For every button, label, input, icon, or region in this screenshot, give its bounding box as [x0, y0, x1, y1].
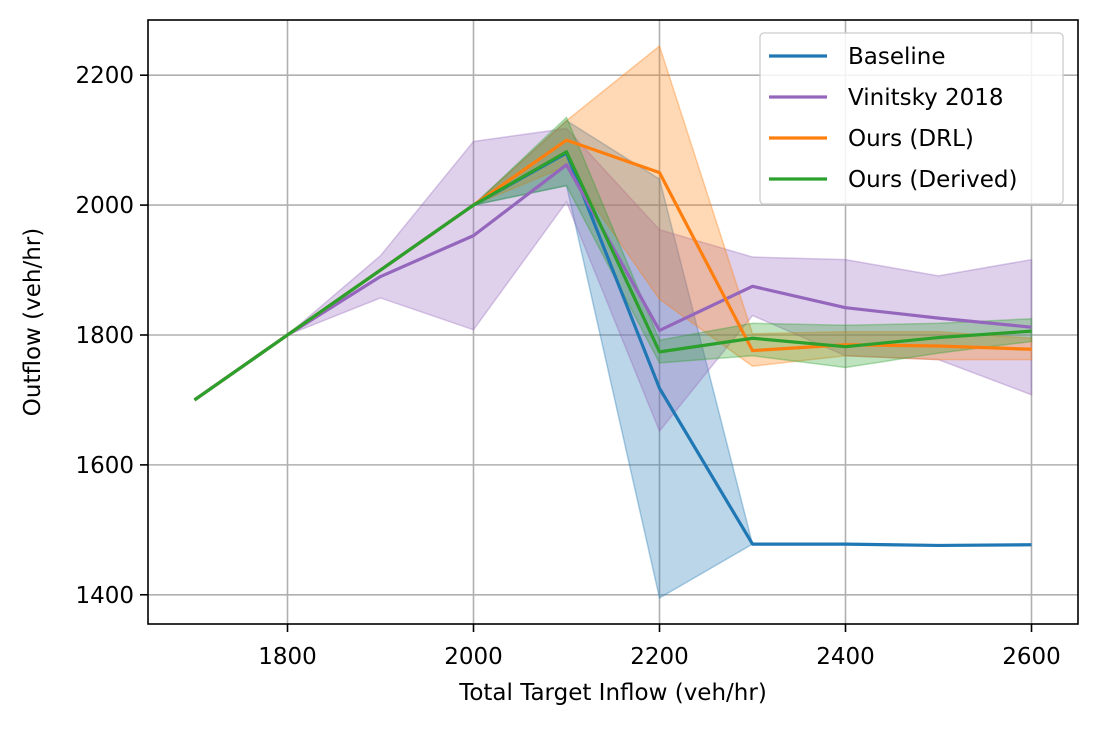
x-axis-ticks: 1800 2000 2200 2400 2600 — [258, 624, 1061, 670]
legend: Baseline Vinitsky 2018 Ours (DRL) Ours (Der… — [759, 32, 1064, 205]
plot-frame — [147, 19, 1079, 625]
series-line-ours-derived — [193, 150, 1032, 402]
y-tick-label: 1600 — [75, 453, 134, 479]
y-tick-label: 2000 — [75, 193, 134, 219]
x-tick-label: 2000 — [444, 644, 503, 670]
y-axis-label: Outflow (veh/hr) — [20, 228, 46, 416]
y-tick-label: 1800 — [75, 323, 134, 349]
legend-label: Vinitsky 2018 — [848, 85, 1004, 111]
legend-label: Ours (Derived) — [848, 167, 1017, 193]
legend-label: Ours (DRL) — [848, 126, 974, 152]
x-tick-label: 2600 — [1002, 644, 1061, 670]
series-line-vinitsky-2018 — [193, 163, 1032, 402]
legend-box — [759, 32, 1064, 205]
band-ours-derived — [194, 116, 1033, 401]
legend-label: Baseline — [848, 44, 946, 70]
x-tick-label: 2200 — [630, 644, 689, 670]
series-lines — [193, 138, 1032, 548]
y-tick-label: 1400 — [75, 583, 134, 609]
y-tick-label: 2200 — [75, 63, 134, 89]
x-axis-label: Total Target Inflow (veh/hr) — [458, 680, 767, 706]
x-tick-label: 1800 — [258, 644, 317, 670]
x-tick-label: 2400 — [816, 644, 875, 670]
y-axis-ticks: 1400 1600 1800 2000 2200 — [75, 63, 148, 609]
